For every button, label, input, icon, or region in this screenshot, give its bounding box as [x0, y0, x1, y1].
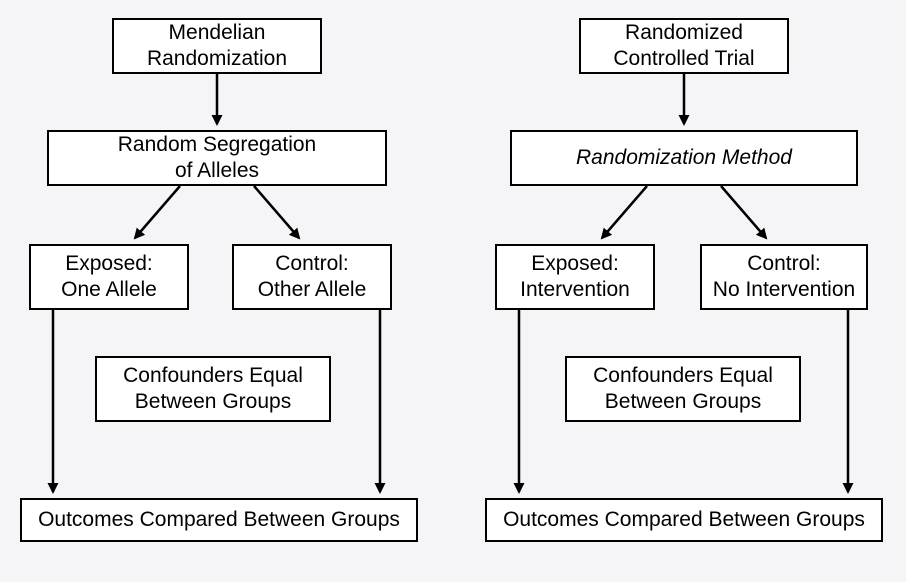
- box-right-outcome: Outcomes Compared Between Groups: [485, 498, 883, 542]
- label: Randomized Controlled Trial: [613, 20, 754, 73]
- box-left-control: Control: Other Allele: [232, 244, 392, 310]
- label: Confounders Equal Between Groups: [123, 363, 303, 416]
- box-left-conf: Confounders Equal Between Groups: [95, 356, 331, 422]
- box-right-top: Randomized Controlled Trial: [579, 18, 789, 74]
- label: Outcomes Compared Between Groups: [38, 507, 400, 533]
- arrow: [135, 186, 180, 238]
- box-right-control: Control: No Intervention: [700, 244, 868, 310]
- arrow: [254, 186, 299, 238]
- label: Control: No Intervention: [713, 251, 855, 304]
- box-right-exposed: Exposed: Intervention: [495, 244, 655, 310]
- label: Mendelian Randomization: [147, 20, 287, 73]
- label: Exposed: Intervention: [520, 251, 630, 304]
- arrow: [721, 186, 766, 238]
- box-right-conf: Confounders Equal Between Groups: [565, 356, 801, 422]
- box-left-top: Mendelian Randomization: [112, 18, 322, 74]
- label: Exposed: One Allele: [61, 251, 157, 304]
- label: Randomization Method: [576, 145, 792, 171]
- box-left-outcome: Outcomes Compared Between Groups: [20, 498, 418, 542]
- box-right-mid: Randomization Method: [510, 130, 858, 186]
- label: Confounders Equal Between Groups: [593, 363, 773, 416]
- arrow: [602, 186, 647, 238]
- box-left-exposed: Exposed: One Allele: [29, 244, 189, 310]
- label: Control: Other Allele: [258, 251, 367, 304]
- label: Random Segregation of Alleles: [118, 132, 316, 185]
- label: Outcomes Compared Between Groups: [503, 507, 865, 533]
- box-left-mid: Random Segregation of Alleles: [47, 130, 387, 186]
